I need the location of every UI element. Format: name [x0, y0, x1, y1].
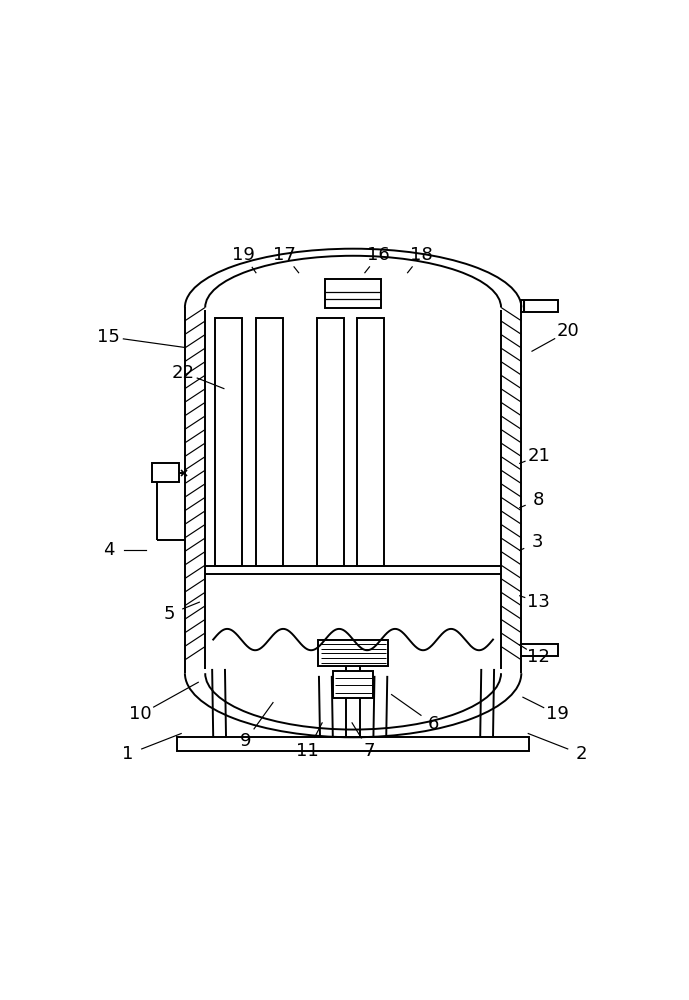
Bar [256, 318, 282, 566]
Text: 6: 6 [427, 715, 439, 733]
Text: 15: 15 [97, 328, 120, 346]
Bar [317, 318, 344, 566]
Bar [325, 279, 381, 308]
Bar [318, 640, 388, 666]
Text: 4: 4 [103, 541, 114, 559]
Text: 8: 8 [533, 491, 544, 509]
Bar [152, 463, 178, 482]
Text: 1: 1 [122, 745, 134, 763]
Text: 20: 20 [557, 322, 579, 340]
Text: 18: 18 [410, 246, 433, 264]
Text: 17: 17 [274, 246, 296, 264]
Text: 13: 13 [528, 593, 551, 611]
Text: 7: 7 [363, 742, 375, 760]
Text: 22: 22 [172, 364, 195, 382]
Bar [522, 644, 557, 656]
Text: 16: 16 [367, 246, 390, 264]
Bar [358, 318, 384, 566]
Text: 12: 12 [528, 648, 551, 666]
Text: 11: 11 [296, 742, 319, 760]
Text: 5: 5 [163, 605, 174, 623]
Text: 19: 19 [232, 246, 255, 264]
Bar [522, 300, 557, 312]
Text: 21: 21 [528, 447, 551, 465]
Bar [216, 318, 242, 566]
Text: 2: 2 [576, 745, 588, 763]
Bar [177, 737, 529, 751]
Bar [333, 671, 373, 698]
Text: 19: 19 [546, 705, 568, 723]
Text: 10: 10 [130, 705, 152, 723]
Text: 3: 3 [532, 533, 543, 551]
Text: 9: 9 [240, 732, 251, 750]
